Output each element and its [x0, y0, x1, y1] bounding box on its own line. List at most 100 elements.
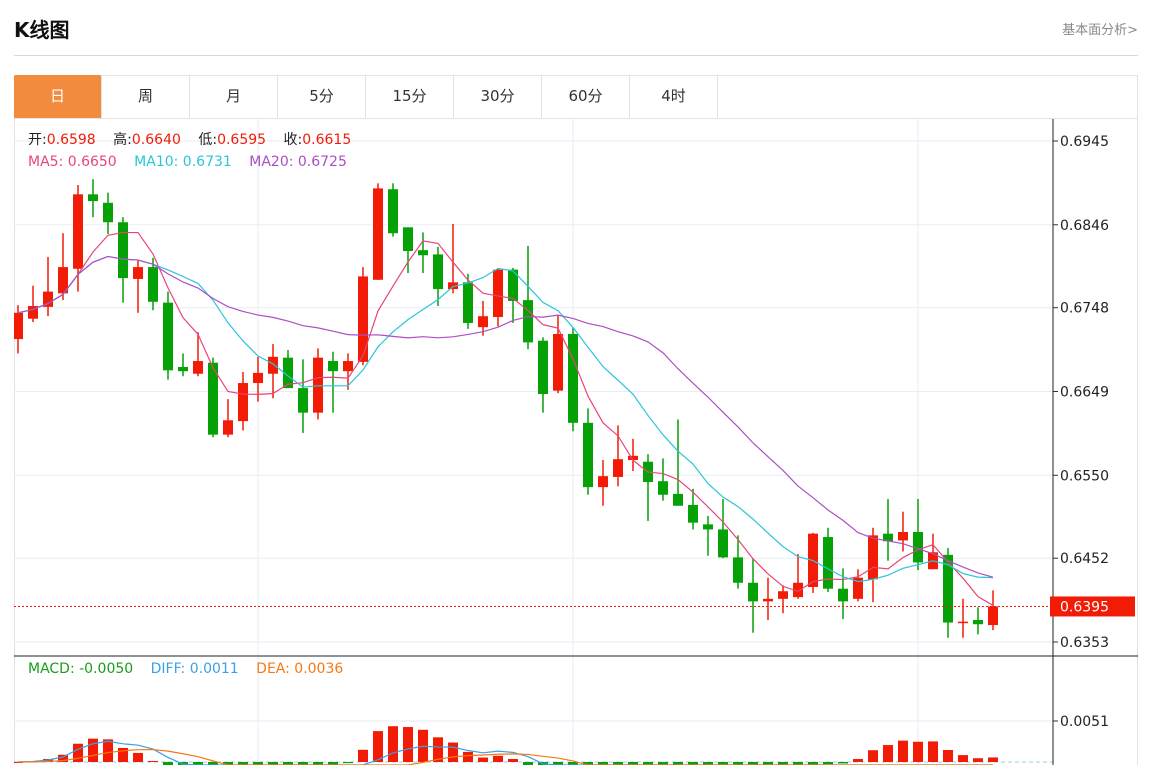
candle-up [73, 194, 83, 269]
diff-value: DIFF: 0.0011 [150, 661, 239, 677]
candle-down [658, 481, 668, 495]
macd-bar [808, 762, 818, 765]
candle-up [778, 591, 788, 599]
macd-bar [493, 755, 503, 762]
candle-down [823, 537, 833, 589]
candle-up [313, 357, 323, 413]
candle-up [868, 535, 878, 580]
macd-bar [748, 762, 758, 765]
tab-30min[interactable]: 30分 [454, 75, 542, 118]
macd-bar [163, 762, 173, 765]
dea-value: DEA: 0.0036 [256, 661, 344, 677]
candle-up [343, 361, 353, 372]
y-tick-label: 0.6550 [1060, 468, 1109, 484]
candle-up [763, 598, 773, 602]
kline-chart[interactable]: 0.6945 0.6846 0.6748 0.6649 0.6550 0.6452 0.63… [14, 119, 1138, 765]
candle-up [958, 621, 968, 624]
candle-up [43, 291, 53, 307]
macd-bar [868, 750, 878, 762]
macd-info: MACD: -0.0050 DIFF: 0.0011 DEA: 0.0036 [28, 660, 343, 678]
tab-60min[interactable]: 60分 [542, 75, 630, 118]
candle-down [88, 194, 98, 202]
tab-15min[interactable]: 15分 [366, 75, 454, 118]
page-title: K线图 [14, 18, 70, 42]
candle-up [628, 455, 638, 461]
macd-bar [598, 762, 608, 765]
macd-bar [973, 758, 983, 762]
chart-container [14, 75, 1138, 765]
dea-line [17, 748, 993, 765]
candle-down [913, 531, 923, 563]
high-value: 0.6640 [131, 132, 181, 148]
candle-down [118, 222, 128, 279]
candle-down [703, 524, 713, 530]
macd-bar [88, 738, 98, 762]
macd-bar [358, 749, 368, 762]
candle-up [358, 276, 368, 362]
candle-up [613, 459, 623, 477]
close-label: 收: [283, 132, 303, 148]
candle-up [238, 383, 248, 422]
macd-bar [643, 762, 653, 765]
macd-bar [133, 752, 143, 762]
low-label: 低: [198, 132, 218, 148]
close-value: 0.6615 [302, 132, 352, 148]
candle-up [14, 312, 23, 340]
macd-bar [58, 754, 68, 762]
macd-bar [793, 762, 803, 765]
candle-down [838, 588, 848, 602]
macd-bar [763, 762, 773, 765]
candle-up [253, 372, 263, 384]
macd-bar [223, 762, 233, 765]
macd-bar [883, 745, 893, 762]
y-tick-label: 0.6945 [1060, 134, 1109, 150]
y-tick-label: 0.6748 [1060, 301, 1109, 317]
tab-month[interactable]: 月 [190, 75, 278, 118]
candle-down [673, 493, 683, 506]
candle-down [178, 366, 188, 372]
macd-bar [688, 762, 698, 765]
macd-bar [733, 762, 743, 765]
candle-up [853, 577, 863, 599]
candle-down [163, 302, 173, 371]
candle-down [328, 361, 338, 372]
tab-week[interactable]: 周 [102, 75, 190, 118]
candle-down [298, 388, 308, 413]
open-label: 开: [28, 132, 47, 148]
tab-5min[interactable]: 5分 [278, 75, 366, 118]
divider [14, 55, 1138, 56]
macd-bar [703, 762, 713, 765]
macd-bar [313, 762, 323, 765]
candle-up [193, 361, 203, 374]
ma-info: MA5: 0.6650 MA10: 0.6731 MA20: 0.6725 [28, 153, 347, 171]
candle-down [103, 202, 113, 223]
candle-up [493, 269, 503, 318]
macd-bar [433, 737, 443, 762]
candle-down [523, 300, 533, 343]
candle-up [988, 606, 998, 626]
open-value: 0.6598 [46, 132, 96, 148]
macd-bar [628, 762, 638, 765]
ma5-value: MA5: 0.6650 [28, 154, 117, 170]
tab-day[interactable]: 日 [14, 75, 102, 118]
ma5-line [17, 231, 994, 606]
candle-down [463, 282, 473, 323]
candle-up [268, 356, 278, 374]
candle-down [748, 582, 758, 602]
y-tick-label: 0.6846 [1060, 218, 1109, 234]
last-price-label: 0.6395 [1060, 599, 1109, 615]
candle-down [943, 554, 953, 623]
macd-bar [988, 757, 998, 762]
candle-up [598, 476, 608, 488]
tab-4hour[interactable]: 4时 [630, 75, 718, 118]
macd-value: MACD: -0.0050 [28, 661, 134, 677]
macd-bar [658, 762, 668, 765]
fundamental-analysis-link[interactable]: 基本面分析> [1062, 23, 1138, 38]
macd-bar [283, 762, 293, 765]
candle-down [733, 557, 743, 583]
macd-bar [298, 762, 308, 765]
candle-up [898, 531, 908, 541]
candle-down [283, 357, 293, 389]
macd-bar [898, 740, 908, 762]
candle-up [553, 333, 563, 391]
